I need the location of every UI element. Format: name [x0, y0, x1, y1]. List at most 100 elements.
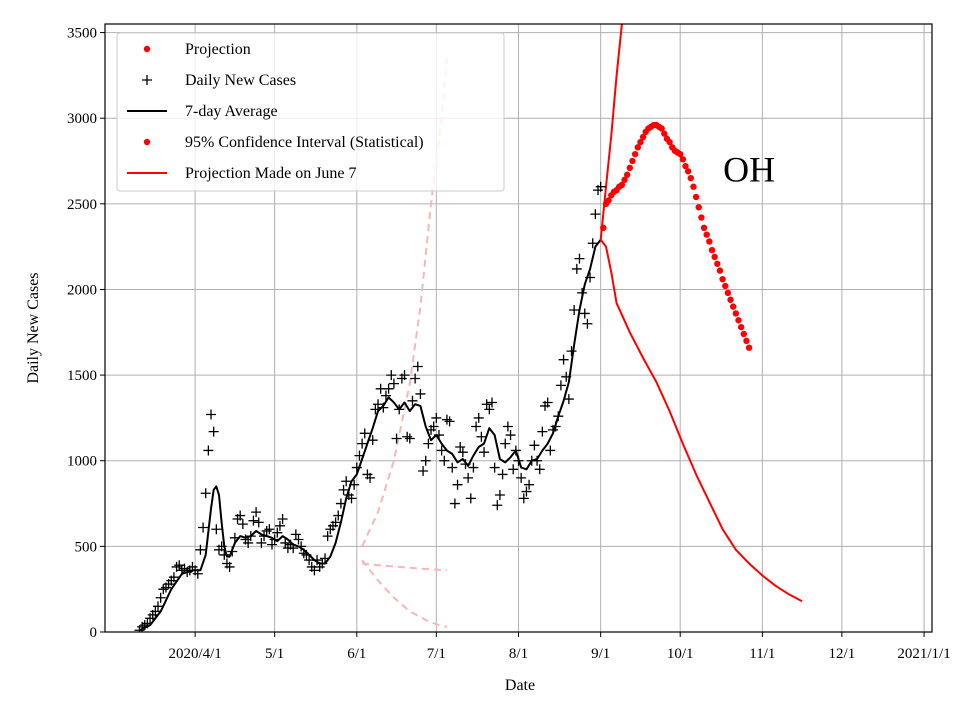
data-point-plus: [455, 442, 466, 453]
projection-point: [732, 310, 740, 317]
projection-point: [605, 197, 612, 204]
data-point-plus: [235, 510, 246, 521]
projection-point: [682, 162, 689, 170]
data-point-plus: [489, 462, 500, 473]
projection-point: [679, 156, 687, 163]
data-point-plus: [444, 416, 455, 427]
legend-box: [116, 32, 505, 192]
data-point-plus: [524, 479, 535, 490]
data-point-plus: [563, 394, 574, 405]
data-point-plus: [174, 560, 185, 571]
data-point-plus: [370, 404, 381, 415]
data-point-plus: [198, 522, 209, 533]
data-point-plus: [545, 445, 556, 456]
x-tick-label: 8/1: [509, 646, 528, 662]
data-point-plus: [471, 421, 482, 432]
state-annotation: OH: [723, 150, 775, 190]
data-point-plus: [561, 371, 572, 382]
data-point-plus: [378, 402, 389, 413]
projection-made-on-june-7-line: [599, 239, 803, 603]
projection-point: [676, 150, 684, 158]
y-tick-label: 0: [90, 625, 98, 641]
data-point-plus: [211, 524, 222, 535]
data-point-plus: [476, 431, 487, 442]
data-point-plus: [256, 537, 267, 548]
data-point-plus: [569, 305, 580, 316]
projection-point: [687, 174, 694, 182]
data-point-plus: [153, 601, 164, 612]
data-point-plus: [388, 378, 399, 389]
data-point-plus: [468, 462, 479, 473]
data-point-plus: [447, 462, 458, 473]
projection-point: [661, 130, 668, 137]
data-point-plus: [341, 476, 352, 487]
data-point-plus: [335, 498, 346, 509]
projection-point: [698, 214, 705, 221]
projection-point: [634, 144, 641, 151]
projection-point: [695, 204, 702, 211]
data-point-plus: [264, 524, 275, 535]
data-point-plus: [579, 308, 590, 319]
legend-label: Daily New Cases: [185, 72, 296, 89]
projection-center-june-7-dashed-line: [361, 562, 447, 572]
x-tick-label: 11/1: [749, 646, 775, 662]
data-point-plus: [402, 431, 413, 442]
legend-marker-dot: [143, 138, 151, 146]
y-tick-label: 3000: [67, 111, 97, 127]
y-tick-label: 1500: [67, 368, 97, 384]
data-point-plus: [301, 549, 312, 560]
data-point-plus: [277, 513, 288, 524]
projection-point: [740, 330, 748, 338]
data-point-plus: [290, 529, 301, 540]
data-point-plus: [479, 447, 490, 458]
data-point-plus: [457, 447, 468, 458]
95-ci-lower-june-7-dashed-line: [361, 559, 448, 628]
data-point-plus: [227, 546, 238, 557]
data-point-plus: [492, 500, 503, 511]
x-tick-label: 9/1: [591, 646, 610, 662]
data-point-plus: [208, 426, 219, 437]
y-axis: 0 500 1000 1500 2000 2500 3000 3500: [67, 26, 105, 641]
data-point-plus: [394, 404, 405, 415]
data-point-plus: [296, 541, 307, 552]
data-point-plus: [365, 472, 376, 483]
data-point-plus: [595, 181, 606, 192]
projection-point: [639, 133, 647, 141]
projection-point: [600, 224, 607, 232]
series-group: [134, 24, 803, 632]
data-point-plus: [237, 519, 248, 530]
data-point-plus: [566, 346, 577, 357]
x-axis: 2020/4/1 5/1 6/1 7/1 8/1 9/1 10/1 11/1 12/1 2021/…: [168, 632, 951, 662]
data-point-plus: [288, 543, 299, 554]
data-point-plus: [309, 565, 320, 576]
projection-point: [618, 181, 626, 189]
data-point-plus: [412, 361, 423, 372]
projection-point: [626, 164, 634, 172]
data-point-plus: [206, 409, 217, 420]
data-point-plus: [245, 531, 256, 542]
x-tick-label: 5/1: [265, 646, 284, 662]
data-point-plus: [410, 373, 421, 384]
data-point-plus: [259, 531, 270, 542]
data-point-plus: [508, 464, 519, 475]
data-point-plus: [516, 472, 527, 483]
data-point-plus: [428, 421, 439, 432]
projection-point: [745, 344, 753, 351]
projection-point: [706, 238, 713, 245]
data-point-plus: [367, 435, 378, 446]
data-point-plus: [494, 489, 505, 500]
projection-point: [631, 150, 639, 158]
data-point-plus: [534, 464, 545, 475]
data-point-plus: [322, 531, 333, 542]
data-point-plus: [513, 455, 524, 466]
data-point-plus: [521, 486, 532, 497]
data-point-plus: [182, 567, 193, 578]
projection-point: [623, 171, 631, 178]
data-point-plus: [399, 370, 410, 381]
data-point-plus: [243, 537, 254, 548]
data-point-plus: [330, 517, 341, 528]
legend-marker-plus: [142, 75, 152, 85]
data-point-plus: [357, 438, 368, 449]
data-point-plus: [359, 428, 370, 439]
